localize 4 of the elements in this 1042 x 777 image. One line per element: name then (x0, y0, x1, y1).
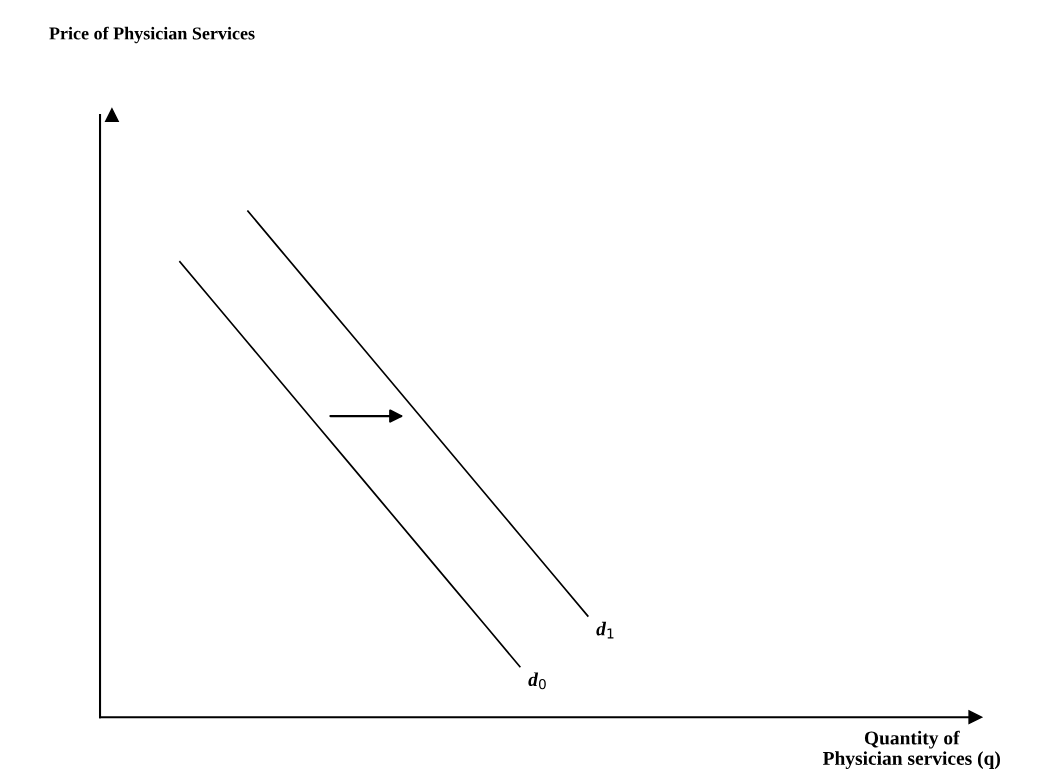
series-label: d$_{1}$ (596, 621, 614, 639)
chart-title: Price of Physician Services (49, 26, 255, 44)
x-axis-title: Quantity of Physician services (q) (822, 730, 1000, 769)
series-label: d$_{0}$ (528, 672, 546, 690)
